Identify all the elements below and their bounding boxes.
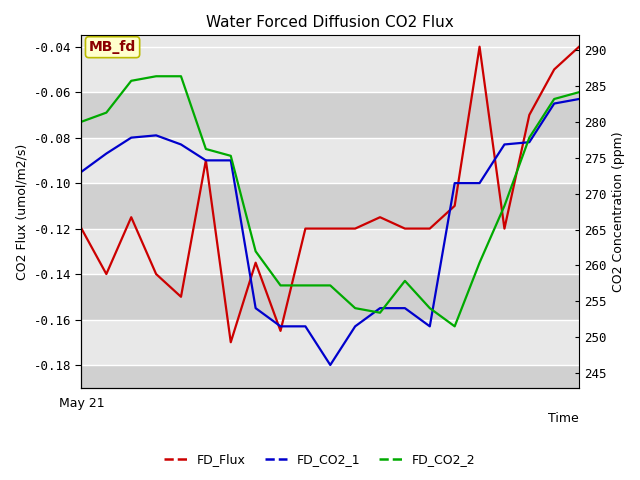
Text: Time: Time bbox=[548, 412, 579, 425]
Bar bbox=[81, 47, 579, 92]
Bar bbox=[81, 320, 579, 365]
Bar bbox=[81, 274, 579, 320]
Bar bbox=[81, 92, 579, 138]
Bar bbox=[81, 228, 579, 274]
Y-axis label: CO2 Concentration (ppm): CO2 Concentration (ppm) bbox=[612, 131, 625, 292]
Bar bbox=[81, 138, 579, 183]
Bar bbox=[81, 183, 579, 228]
Legend: FD_Flux, FD_CO2_1, FD_CO2_2: FD_Flux, FD_CO2_1, FD_CO2_2 bbox=[159, 448, 481, 471]
Title: Water Forced Diffusion CO2 Flux: Water Forced Diffusion CO2 Flux bbox=[207, 15, 454, 30]
Bar bbox=[81, 365, 579, 388]
Y-axis label: CO2 Flux (umol/m2/s): CO2 Flux (umol/m2/s) bbox=[15, 144, 28, 280]
Text: MB_fd: MB_fd bbox=[89, 40, 136, 54]
